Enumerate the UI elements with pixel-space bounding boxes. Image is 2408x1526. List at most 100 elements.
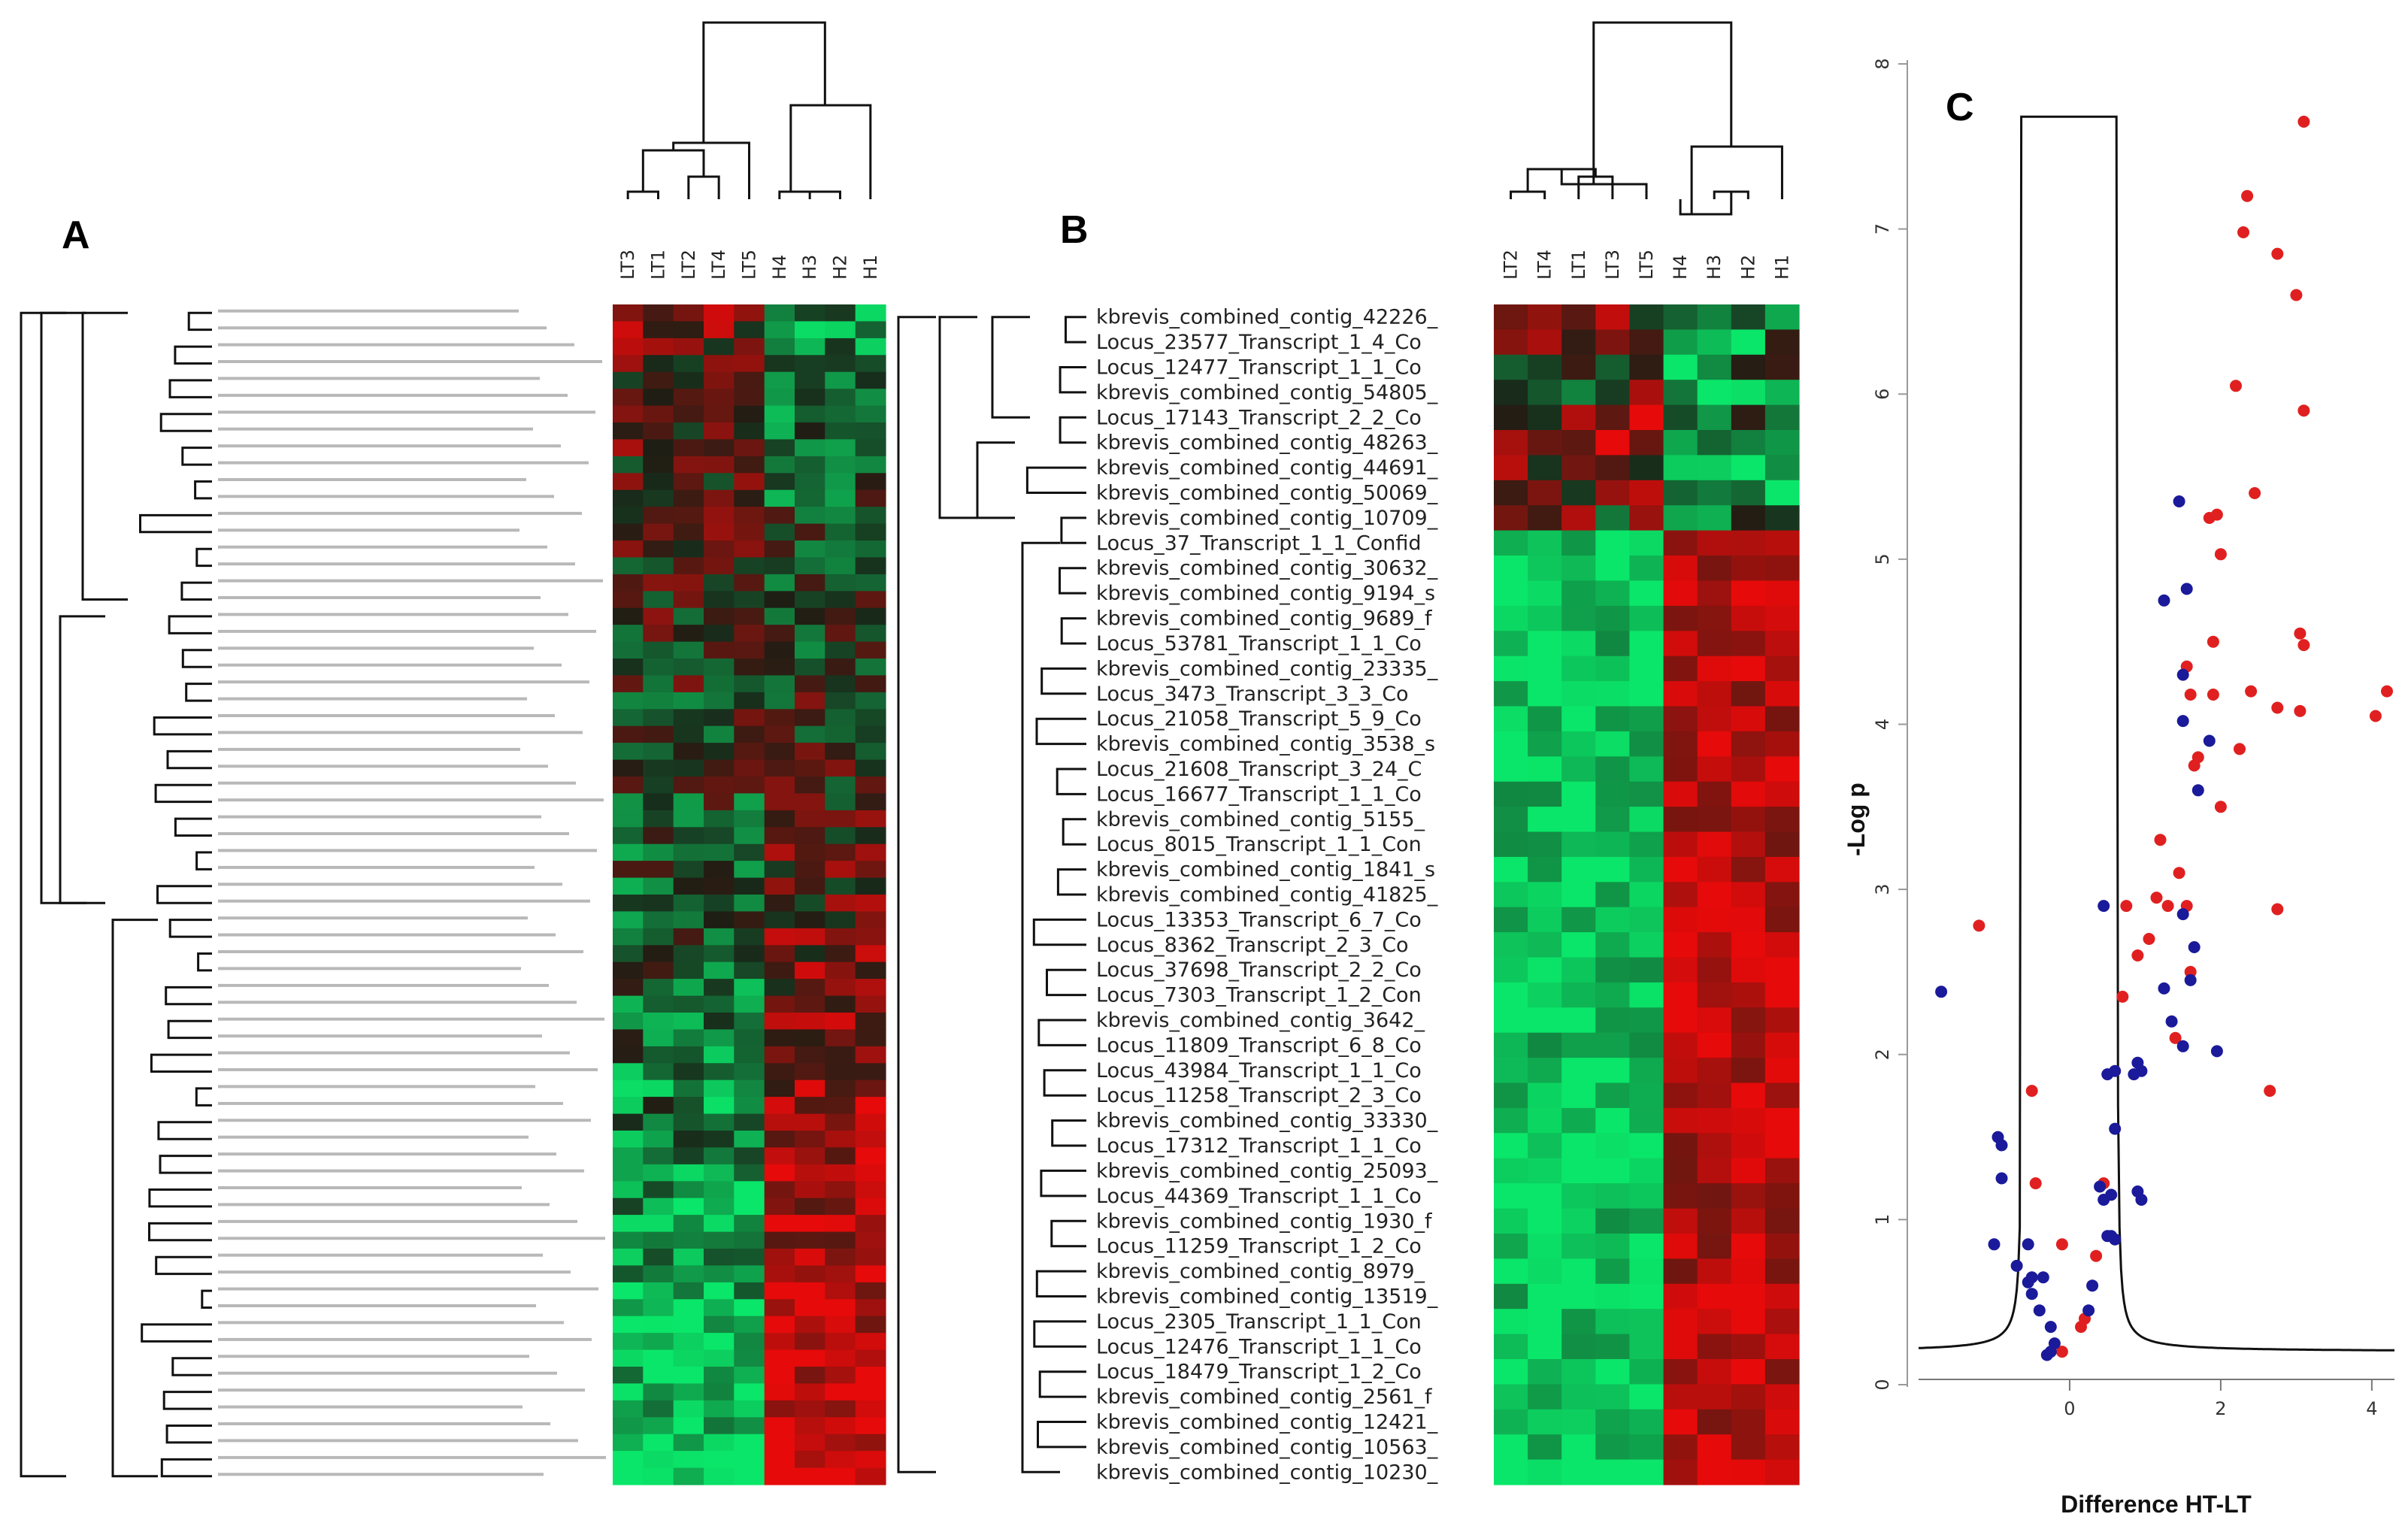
heatmap-b-cell (1731, 882, 1766, 908)
heatmap-a-cell (764, 641, 795, 659)
heatmap-a-cell (795, 607, 825, 625)
heatmap-a-cell (734, 928, 765, 946)
heatmap-b-cell (1528, 1133, 1562, 1159)
y-tick-label: 0 (1872, 1379, 1893, 1390)
heatmap-b-cell (1629, 631, 1664, 657)
heatmap-a-cell (795, 1282, 825, 1300)
heatmap-b-row-label: Locus_43984_Transcript_1_1_Co (1096, 1059, 1422, 1082)
heatmap-a-cell (673, 1147, 704, 1165)
heatmap-a-cell (643, 1467, 674, 1485)
heatmap-a-cell (673, 523, 704, 541)
heatmap-a-cell (795, 1265, 825, 1283)
heatmap-a-cell (613, 1164, 644, 1182)
dendrogram-a-row-branch (195, 1087, 212, 1107)
heatmap-a-cell (764, 1231, 795, 1249)
heatmap-b-cell (1528, 354, 1562, 380)
heatmap-b-cell (1697, 354, 1732, 380)
heatmap-b-row-label: kbrevis_combined_contig_25093_ (1096, 1159, 1438, 1182)
heatmap-a-cell (734, 827, 765, 845)
heatmap-a-cell (643, 473, 674, 491)
heatmap-a-cell (643, 995, 674, 1013)
dendrogram-b-column-6 (1690, 145, 1783, 214)
heatmap-b-cell (1629, 1459, 1664, 1485)
heatmap-a-cell (795, 625, 825, 643)
heatmap-b-cell (1494, 1183, 1528, 1210)
heatmap-b-cell (1731, 932, 1766, 958)
heatmap-a-cell (673, 895, 704, 912)
heatmap-a-cell (643, 743, 674, 761)
heatmap-b-cell (1494, 656, 1528, 682)
heatmap-a-cell (643, 304, 674, 322)
heatmap-b-cell (1697, 430, 1732, 456)
heatmap-a-row-label (218, 714, 555, 717)
heatmap-a-cell (704, 1013, 735, 1030)
dendrogram-b-row-cluster (897, 316, 936, 1473)
heatmap-b-cell (1764, 982, 1800, 1008)
dendrogram-b-row-branch (1043, 1069, 1086, 1097)
heatmap-a-cell (643, 1316, 674, 1334)
heatmap-a-cell (673, 1029, 704, 1047)
heatmap-b-cell (1629, 957, 1664, 983)
heatmap-b-cell (1663, 1032, 1698, 1058)
heatmap-a-row-label (218, 865, 535, 869)
scatter-point-red (2116, 990, 2129, 1003)
heatmap-b-cell (1494, 380, 1528, 406)
heatmap-a-cell (643, 371, 674, 389)
heatmap-a-cell (795, 1046, 825, 1064)
heatmap-b-cell (1764, 505, 1800, 531)
heatmap-b-cell (1561, 1459, 1596, 1485)
heatmap-a-cell (734, 777, 765, 794)
heatmap-a-cell (613, 523, 644, 541)
heatmap-a-cell (795, 810, 825, 828)
heatmap-b-cell (1697, 706, 1732, 732)
heatmap-a-cell (704, 843, 735, 861)
heatmap-a-row-label (218, 1219, 577, 1223)
heatmap-b-cell (1528, 1208, 1562, 1234)
heatmap-a-cell (825, 473, 856, 491)
heatmap-b-row-label: kbrevis_combined_contig_54805_ (1096, 381, 1438, 404)
heatmap-b-cell (1595, 882, 1630, 908)
heatmap-a-cell (704, 1215, 735, 1233)
y-tick-label: 1 (1872, 1214, 1893, 1225)
heatmap-a-cell (734, 574, 765, 592)
x-tick-label: 2 (2215, 1398, 2226, 1419)
heatmap-a-cell (704, 759, 735, 777)
heatmap-a-cell (643, 659, 674, 676)
heatmap-b-cell (1561, 455, 1596, 481)
heatmap-b-cell (1561, 304, 1596, 330)
heatmap-a-cell (704, 709, 735, 727)
heatmap-b-cell (1663, 731, 1698, 757)
heatmap-a-cell (825, 1434, 856, 1452)
scatter-point-blue (2105, 1230, 2118, 1243)
heatmap-a-cell (643, 945, 674, 963)
heatmap-b-row-label: Locus_13353_Transcript_6_7_Co (1096, 908, 1422, 931)
heatmap-b-row-label: Locus_21058_Transcript_5_9_Co (1096, 707, 1422, 731)
heatmap-b-cell (1494, 430, 1528, 456)
heatmap-a-cell (643, 810, 674, 828)
heatmap-a-cell (704, 1181, 735, 1199)
heatmap-b-cell (1595, 706, 1630, 732)
y-tick-label: 6 (1872, 389, 1893, 400)
heatmap-a-cell (643, 1029, 674, 1047)
heatmap-b-cell (1528, 781, 1562, 807)
heatmap-a-cell (704, 928, 735, 946)
heatmap-a-cell (764, 945, 795, 963)
heatmap-b-cell (1494, 1359, 1528, 1385)
heatmap-a-row-label (218, 983, 549, 987)
heatmap-a-cell (643, 1013, 674, 1030)
heatmap-a-cell (643, 1299, 674, 1317)
heatmap-b-cell (1595, 1208, 1630, 1234)
heatmap-a-cell (673, 439, 704, 457)
heatmap-a-cell (855, 489, 886, 507)
dendrogram-a-row-branch (174, 345, 212, 365)
heatmap-a-row-label (218, 1371, 557, 1375)
heatmap-b-cell (1494, 1133, 1528, 1159)
heatmap-a-cell (734, 743, 765, 761)
heatmap-a-cell (855, 574, 886, 592)
scatter-point-blue (2086, 1279, 2099, 1292)
heatmap-a-cell (643, 557, 674, 575)
heatmap-a-column-label: H3 (799, 255, 820, 280)
heatmap-b-cell (1731, 982, 1766, 1008)
heatmap-b-cell (1629, 1032, 1664, 1058)
heatmap-a-row-label (218, 478, 526, 481)
